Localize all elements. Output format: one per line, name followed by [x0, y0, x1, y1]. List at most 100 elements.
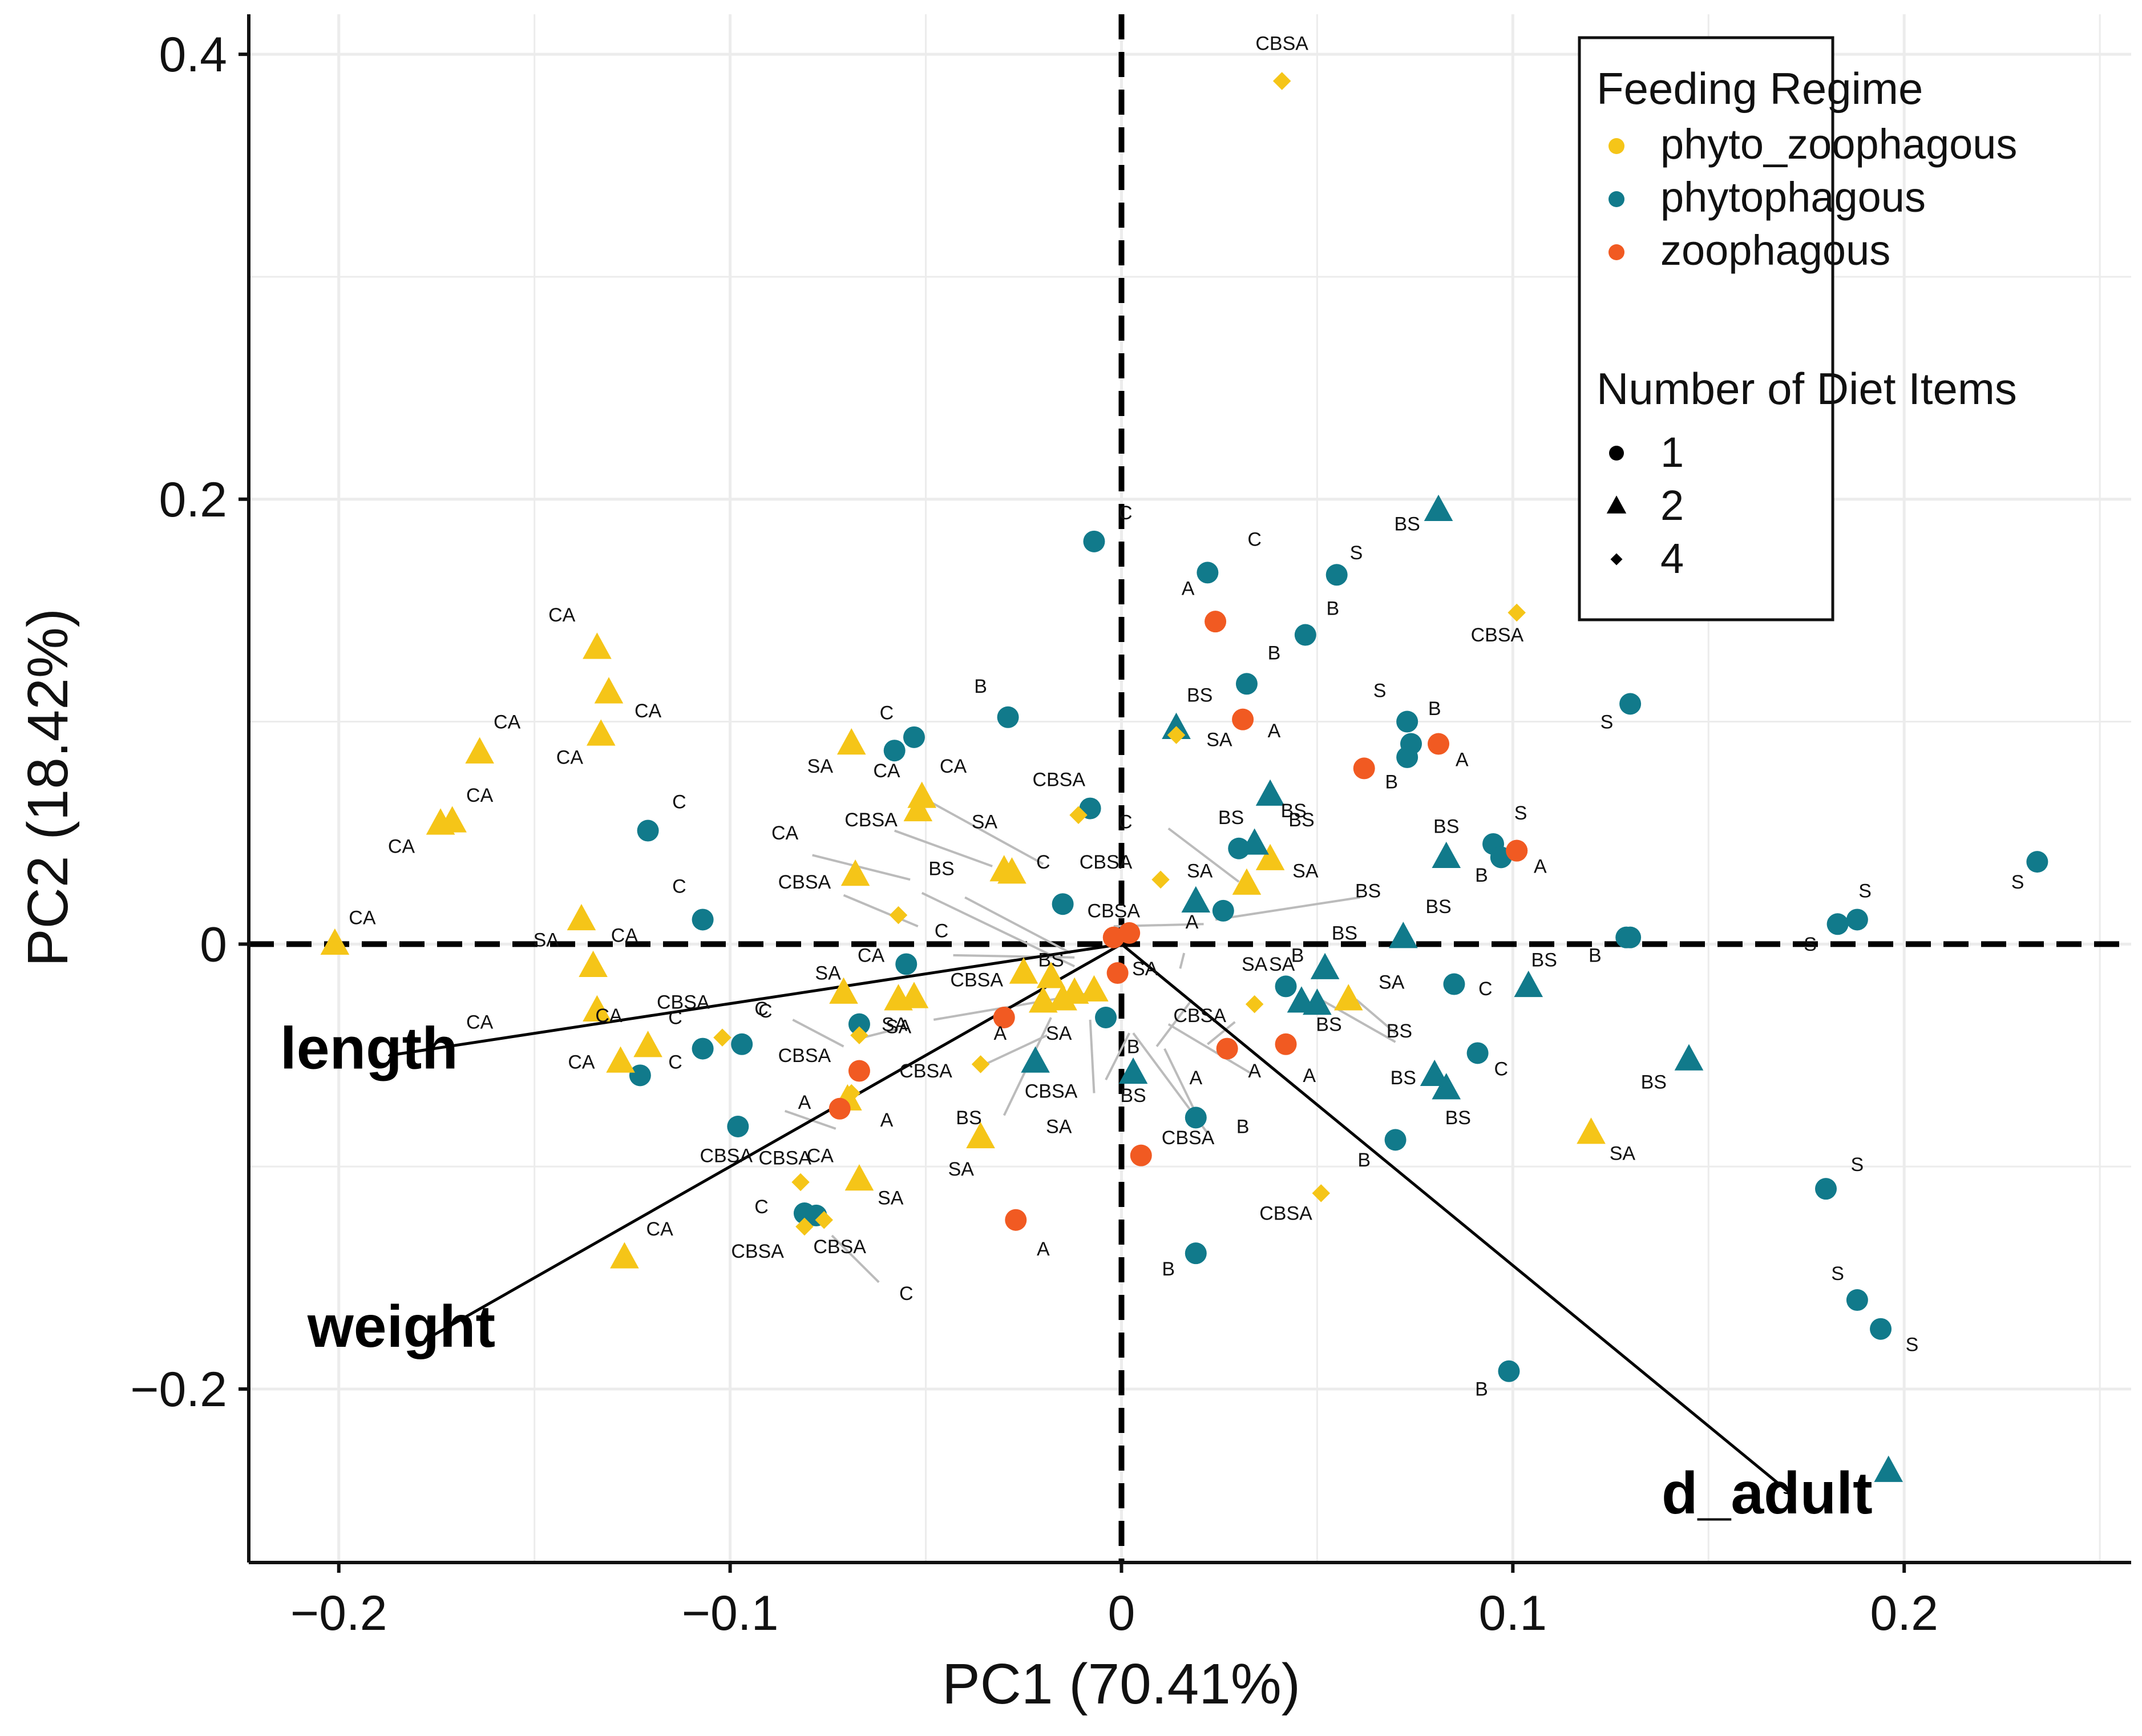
point-label: BS — [1425, 896, 1451, 918]
data-point-triangle — [583, 995, 612, 1022]
data-point-triangle — [1021, 1046, 1050, 1073]
data-point-circle — [1118, 922, 1141, 944]
point-label: B — [1428, 698, 1441, 720]
data-point-circle — [629, 1064, 651, 1087]
point-label: SA — [878, 1187, 904, 1209]
data-point-triangle — [997, 857, 1026, 884]
data-point-triangle — [1577, 1117, 1606, 1144]
loading-label-d-adult: d_adult — [1662, 1460, 1873, 1527]
data-point-circle — [1106, 962, 1129, 984]
data-point-circle — [1275, 975, 1297, 998]
legend-shape-label: 2 — [1660, 482, 1684, 529]
point-label: SA — [882, 1014, 908, 1035]
point-label: SA — [1292, 860, 1319, 882]
x-tick-label: 0 — [1108, 1586, 1135, 1641]
data-point-circle — [1619, 693, 1642, 715]
point-label: CBSA — [844, 809, 898, 831]
legend-shape-items: 1 2 4 — [1606, 429, 1684, 582]
label-leader-line — [812, 854, 911, 881]
point-label: BS — [1531, 949, 1557, 971]
data-point-diamond — [889, 906, 908, 924]
x-tick-label: 0.2 — [1870, 1586, 1938, 1641]
data-point-diamond — [795, 1217, 814, 1236]
point-label: A — [1534, 856, 1547, 878]
data-point-triangle — [1287, 986, 1316, 1013]
data-point-triangle — [1432, 1073, 1461, 1100]
label-leader-line — [1163, 1048, 1197, 1114]
legend-label-phyto-zoophagous: phyto_zoophagous — [1660, 120, 2017, 168]
point-label: SA — [1206, 729, 1232, 750]
y-tick-label: −0.2 — [130, 1362, 227, 1417]
label-leader-line — [1320, 999, 1396, 1043]
point-label: BS — [1281, 800, 1307, 822]
point-label: BS — [928, 858, 954, 880]
data-points — [320, 72, 2048, 1482]
point-label: CBSA — [700, 1145, 753, 1166]
point-label: C — [758, 1000, 773, 1022]
point-label: C — [668, 1007, 682, 1029]
data-point-circle — [1396, 746, 1418, 768]
data-point-diamond — [1272, 72, 1291, 90]
data-point-circle — [1083, 530, 1105, 552]
legend-color-items: phyto_zoophagous phytophagous zoophagous — [1608, 120, 2017, 274]
point-label: BS — [956, 1107, 981, 1129]
point-label: SA — [1046, 1116, 1072, 1138]
label-leader-line — [980, 1034, 1048, 1068]
point-label: CA — [634, 700, 662, 722]
point-label: B — [1475, 865, 1488, 886]
data-point-triangle — [1118, 1057, 1148, 1084]
data-point-triangle — [1232, 868, 1262, 895]
point-label: SA — [948, 1158, 975, 1180]
legend-box — [1578, 36, 1834, 621]
data-point-circle — [1294, 624, 1316, 646]
point-label: BS — [1218, 807, 1244, 829]
point-label: CA — [858, 945, 885, 967]
data-point-triangle — [1181, 886, 1211, 913]
point-label: S — [1804, 934, 1817, 955]
point-label: BS — [1641, 1072, 1667, 1093]
data-point-circle — [1815, 1178, 1837, 1200]
data-point-circle — [1846, 909, 1868, 931]
data-point-circle — [1428, 733, 1450, 755]
data-point-circle — [731, 1033, 753, 1055]
point-label: S — [1601, 711, 1614, 733]
point-label: S — [1514, 802, 1527, 824]
point-label: CBSA — [1471, 624, 1524, 646]
point-label: B — [1475, 1379, 1488, 1400]
point-label: A — [1303, 1065, 1316, 1087]
point-label: A — [1182, 578, 1195, 599]
point-label: SA — [1242, 954, 1268, 975]
data-point-triangle — [1432, 841, 1461, 869]
data-point-triangle — [1009, 957, 1038, 984]
point-label: C — [668, 1052, 682, 1073]
legend: Feeding Regime phyto_zoophagous phytophag… — [1578, 36, 2017, 621]
data-point-circle — [1396, 710, 1418, 733]
data-point-circle — [1185, 1242, 1207, 1265]
point-label: BS — [1433, 815, 1459, 837]
data-point-circle — [1384, 1129, 1407, 1151]
point-label: C — [880, 703, 894, 724]
point-label: CBSA — [813, 1236, 866, 1258]
point-label: CA — [556, 747, 584, 769]
point-label: BS — [1394, 513, 1420, 535]
point-label: BS — [1120, 1085, 1146, 1107]
data-point-triangle — [1029, 986, 1058, 1013]
data-point-triangle — [1874, 1455, 1903, 1482]
loading-arrow-length — [390, 942, 1122, 1055]
label-leader-line — [964, 896, 1072, 954]
point-label: BS — [1445, 1107, 1471, 1129]
point-label: SA — [1610, 1142, 1636, 1164]
point-label: S — [1858, 881, 1872, 902]
legend-swatch-phyto-zoophagous — [1608, 138, 1624, 154]
data-point-diamond — [1245, 995, 1264, 1014]
data-point-triangle — [1240, 828, 1269, 855]
legend-label-zoophagous: zoophagous — [1660, 227, 1890, 274]
point-label: C — [754, 1196, 769, 1218]
point-label: SA — [1046, 1023, 1072, 1044]
data-point-triangle — [1674, 1044, 1704, 1071]
data-point-circle — [1216, 1037, 1238, 1060]
point-label: CA — [940, 756, 967, 777]
data-point-circle — [1235, 673, 1258, 695]
label-leader-line — [1167, 827, 1240, 883]
